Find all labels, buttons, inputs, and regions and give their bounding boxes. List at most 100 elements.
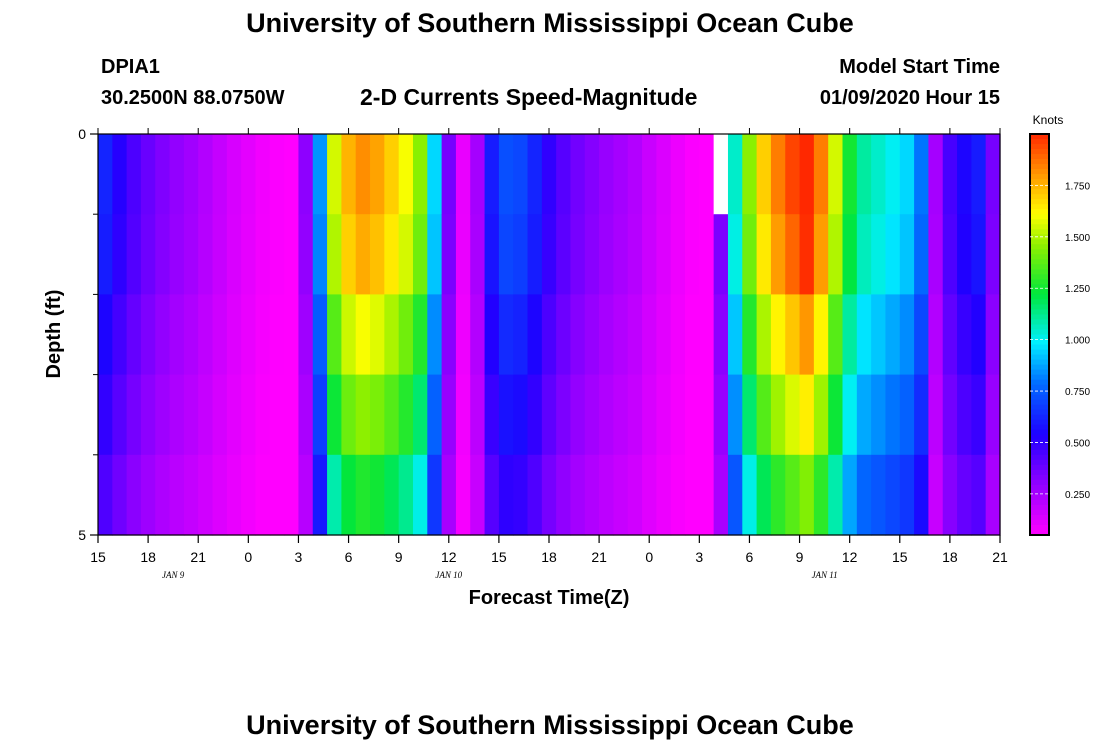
colorbar-segment (1030, 209, 1049, 215)
colorbar-segment (1030, 194, 1049, 200)
heatmap-cell (341, 374, 357, 456)
heatmap-cell (727, 374, 743, 456)
heatmap-cell (670, 134, 686, 215)
colorbar-segment (1030, 494, 1049, 501)
heatmap-cell (513, 454, 529, 536)
heatmap-cell (985, 214, 1001, 295)
colorbar-segment (1030, 144, 1049, 150)
heatmap-cell (527, 454, 543, 536)
heatmap-cell (341, 294, 357, 376)
colorbar-segment (1030, 514, 1049, 521)
heatmap-cell (455, 374, 471, 456)
heatmap-cell (398, 134, 414, 215)
heatmap-cell (756, 294, 772, 376)
colorbar-frame (1029, 133, 1050, 536)
heatmap-cell (269, 454, 285, 536)
heatmap-cell (470, 294, 486, 376)
heatmap-cell (198, 374, 214, 456)
heatmap-cell (470, 454, 486, 536)
heatmap-cell (198, 294, 214, 376)
heatmap-cell (384, 134, 400, 215)
heatmap-cell (155, 134, 171, 215)
heatmap-cell (971, 454, 987, 536)
heatmap-cell (627, 294, 643, 376)
heatmap-cell (513, 374, 529, 456)
colorbar-segment (1030, 444, 1049, 451)
colorbar-segment (1030, 179, 1049, 185)
heatmap-cell (370, 294, 385, 376)
colorbar-tick-label: 0.750 (1065, 387, 1090, 398)
heatmap-cell (441, 134, 457, 215)
heatmap-cell (513, 134, 529, 215)
colorbar-segment (1030, 394, 1049, 401)
heatmap-cell (327, 454, 342, 536)
heatmap-cell (140, 214, 156, 295)
heatmap-cell (412, 214, 428, 295)
heatmap-cell (312, 454, 328, 536)
heatmap-cell (742, 374, 758, 456)
heatmap-cell (570, 294, 586, 376)
heatmap-cell (370, 374, 385, 456)
colorbar-segment (1030, 404, 1049, 411)
heatmap-cell (713, 134, 729, 215)
heatmap-cell (785, 134, 801, 215)
heatmap-cell (269, 134, 285, 215)
station-id: DPIA1 (101, 56, 160, 78)
heatmap-cell (255, 214, 271, 295)
heatmap-cell (914, 294, 930, 376)
colorbar-segment (1030, 414, 1049, 421)
heatmap-cell (212, 454, 228, 536)
station-coords: 30.2500N 88.0750W (101, 87, 285, 109)
heatmap-cell (255, 294, 271, 376)
heatmap-cell (269, 294, 285, 376)
heatmap-cell (599, 454, 615, 536)
heatmap-cell (570, 374, 586, 456)
heatmap-cell (169, 214, 185, 295)
heatmap-cell (670, 454, 686, 536)
heatmap-cell (742, 214, 758, 295)
x-tick-label: 21 (190, 549, 206, 565)
heatmap-cell (155, 294, 171, 376)
heatmap-cell (885, 134, 901, 215)
heatmap-cell (699, 294, 715, 376)
heatmap-cell (484, 374, 500, 456)
x-tick-label: 18 (140, 549, 156, 565)
heatmap-cell (455, 454, 471, 536)
heatmap-cell (899, 374, 915, 456)
heatmap-cell (384, 374, 400, 456)
heatmap-cell (685, 294, 700, 376)
colorbar-segment (1030, 504, 1049, 511)
colorbar-tick-label: 0.250 (1065, 490, 1090, 501)
heatmap-cell (398, 214, 414, 295)
x-tick-label: 15 (491, 549, 507, 565)
heatmap-cell (169, 374, 185, 456)
colorbar-segment (1030, 304, 1049, 310)
colorbar-segment (1030, 524, 1049, 531)
heatmap-cell (541, 134, 557, 215)
heatmap-cell (556, 214, 572, 295)
colorbar-segment (1030, 474, 1049, 481)
heatmap-cell (341, 454, 357, 536)
heatmap-cell (685, 374, 700, 456)
heatmap-cell (885, 214, 901, 295)
colorbar-segment (1030, 334, 1049, 341)
heatmap-cell (613, 294, 629, 376)
x-tick-label: 0 (645, 549, 653, 565)
heatmap-cell (470, 374, 486, 456)
heatmap-cell (899, 134, 915, 215)
x-tick-label: 21 (992, 549, 1008, 565)
heatmap-cell (298, 454, 314, 536)
heatmap-cell (685, 454, 700, 536)
heatmap-cell (613, 214, 629, 295)
heatmap-cell (183, 214, 199, 295)
heatmap-cell (871, 134, 887, 215)
colorbar-segment (1030, 234, 1049, 240)
heatmap-cell (856, 294, 872, 376)
x-tick-label: 18 (942, 549, 958, 565)
heatmap-cell (441, 214, 457, 295)
heatmap-cell (813, 134, 829, 215)
heatmap-cell (470, 134, 486, 215)
y-tick-label: 5 (78, 527, 86, 543)
heatmap-cell (556, 454, 572, 536)
heatmap-cell (813, 374, 829, 456)
